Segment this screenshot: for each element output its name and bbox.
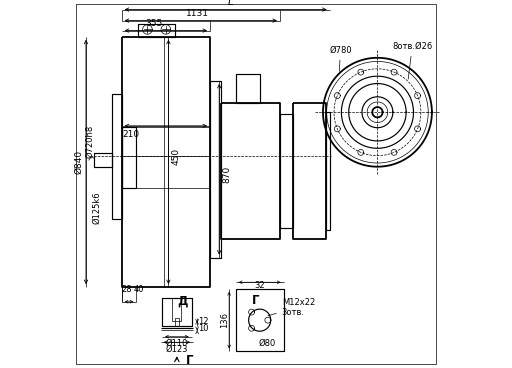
Text: 1131: 1131 (186, 9, 208, 18)
Text: 870: 870 (222, 166, 231, 183)
Text: 210: 210 (122, 130, 139, 139)
Text: L: L (227, 0, 233, 7)
Text: 12: 12 (198, 317, 208, 326)
Text: 28: 28 (121, 286, 132, 294)
Text: 136: 136 (221, 312, 229, 328)
Text: Ø125k6: Ø125k6 (93, 192, 101, 224)
Text: Ø110: Ø110 (166, 339, 188, 348)
Text: 450: 450 (172, 148, 180, 165)
Text: Ø80: Ø80 (259, 339, 275, 347)
Text: M12x22
3отв.: M12x22 3отв. (268, 298, 315, 317)
Text: Г: Г (252, 294, 260, 307)
Text: 10: 10 (198, 325, 208, 333)
Text: 355: 355 (145, 19, 162, 28)
Text: 40: 40 (134, 286, 144, 294)
Text: 8отв.Ø26: 8отв.Ø26 (392, 42, 433, 79)
Text: Ø720h8: Ø720h8 (86, 125, 95, 158)
Text: Ø123: Ø123 (165, 344, 188, 353)
Text: 32: 32 (254, 281, 265, 290)
Text: Д: Д (177, 294, 188, 307)
Text: Ø840: Ø840 (75, 150, 84, 174)
Text: Г: Г (186, 354, 194, 367)
Text: Ø780: Ø780 (329, 46, 352, 71)
